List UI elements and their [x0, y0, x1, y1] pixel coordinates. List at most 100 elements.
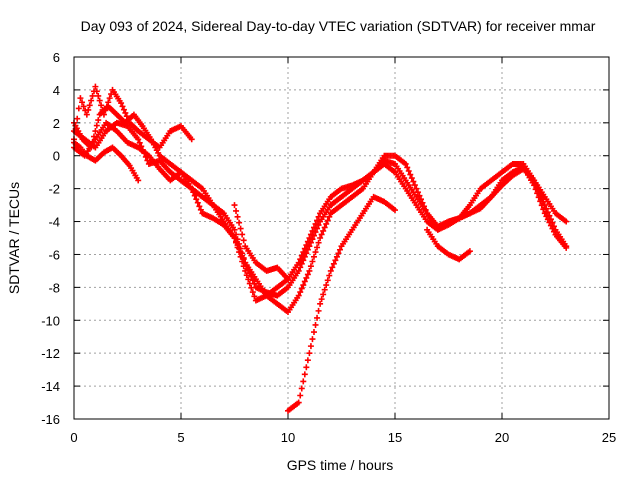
- data-point: [135, 136, 142, 143]
- grid-lines: [74, 57, 609, 419]
- y-tick-label: 0: [53, 149, 60, 164]
- data-point: [315, 239, 322, 246]
- data-point: [310, 232, 317, 239]
- series-track-3: [71, 139, 142, 184]
- data-point: [88, 97, 95, 104]
- data-point: [144, 157, 151, 164]
- data-point: [95, 117, 102, 124]
- data-point: [306, 350, 313, 357]
- data-point: [330, 260, 337, 267]
- data-point: [307, 231, 314, 238]
- data-point: [320, 227, 327, 234]
- data-point: [318, 296, 325, 303]
- data-point: [563, 244, 570, 251]
- data-point: [106, 95, 113, 102]
- data-point: [234, 244, 241, 251]
- data-point: [300, 282, 307, 289]
- data-point: [236, 249, 243, 256]
- y-tick-label: -10: [41, 313, 60, 328]
- data-point: [421, 203, 428, 210]
- data-point: [188, 136, 195, 143]
- data-point: [231, 226, 238, 233]
- data-point: [298, 385, 305, 392]
- data-point: [309, 236, 316, 243]
- data-point: [324, 217, 331, 224]
- data-point: [419, 199, 426, 206]
- data-point: [236, 240, 243, 247]
- data-point: [335, 250, 342, 257]
- data-point: [309, 336, 316, 343]
- data-point: [304, 238, 311, 245]
- data-point: [546, 219, 553, 226]
- data-point: [312, 321, 319, 328]
- data-point: [122, 109, 129, 116]
- data-point: [547, 222, 554, 229]
- y-tick-label: -16: [41, 412, 60, 427]
- data-point: [544, 209, 551, 216]
- data-point: [392, 207, 398, 214]
- data-point: [312, 229, 319, 236]
- data-point: [540, 206, 547, 213]
- data-point: [320, 291, 327, 298]
- data-point: [231, 235, 238, 241]
- data-point: [407, 171, 414, 178]
- data-point: [402, 160, 409, 167]
- data-point: [89, 92, 96, 99]
- data-point: [314, 314, 321, 321]
- data-point: [93, 88, 100, 95]
- data-point: [312, 220, 319, 227]
- data-point: [297, 256, 304, 263]
- y-tick-label: -4: [48, 215, 60, 230]
- axis-ticks: 0 5 10 15 20 25 -16 -14 -12 -10 -8 -6 -4 -2 0 2 4 6: [41, 50, 616, 445]
- series-track-6: [231, 202, 291, 283]
- data-point: [306, 235, 313, 241]
- data-point: [310, 329, 317, 336]
- data-point: [118, 100, 125, 107]
- data-point: [188, 185, 195, 192]
- data-point: [324, 277, 331, 284]
- y-axis-label: SDTVAR / TECUs: [6, 182, 22, 294]
- data-point: [193, 196, 200, 203]
- data-point: [243, 272, 250, 279]
- data-point: [411, 182, 418, 189]
- data-point: [326, 213, 333, 220]
- data-point: [534, 190, 541, 197]
- x-tick-label: 25: [602, 430, 616, 445]
- data-point: [245, 276, 252, 283]
- data-point: [295, 259, 302, 266]
- data-point: [120, 106, 127, 113]
- data-point: [310, 253, 317, 260]
- data-point: [301, 371, 308, 378]
- data-point: [240, 263, 247, 270]
- data-point: [317, 235, 324, 241]
- data-point: [306, 243, 313, 250]
- data-point: [466, 248, 473, 255]
- data-point: [190, 189, 197, 196]
- data-point: [541, 210, 548, 217]
- data-point: [303, 250, 310, 257]
- data-point: [317, 300, 324, 307]
- data-point: [96, 97, 103, 104]
- series-track-7: [285, 193, 398, 414]
- data-point: [136, 139, 143, 146]
- data-point: [314, 225, 321, 232]
- y-tick-label: -6: [48, 247, 60, 262]
- data-point: [239, 250, 246, 257]
- data-point: [404, 164, 411, 171]
- data-point: [318, 231, 325, 238]
- data-point: [74, 115, 81, 122]
- data-point: [307, 263, 314, 270]
- data-point: [237, 225, 244, 232]
- data-points: [71, 83, 570, 414]
- y-tick-label: -2: [48, 182, 60, 197]
- data-point: [314, 244, 321, 251]
- y-tick-label: 2: [53, 116, 60, 131]
- data-point: [196, 203, 203, 210]
- chart-title: Day 093 of 2024, Sidereal Day-to-day VTE…: [81, 18, 596, 34]
- data-point: [285, 276, 291, 283]
- data-point: [321, 224, 328, 231]
- data-point: [304, 357, 311, 364]
- data-point: [323, 282, 330, 289]
- data-point: [298, 252, 305, 259]
